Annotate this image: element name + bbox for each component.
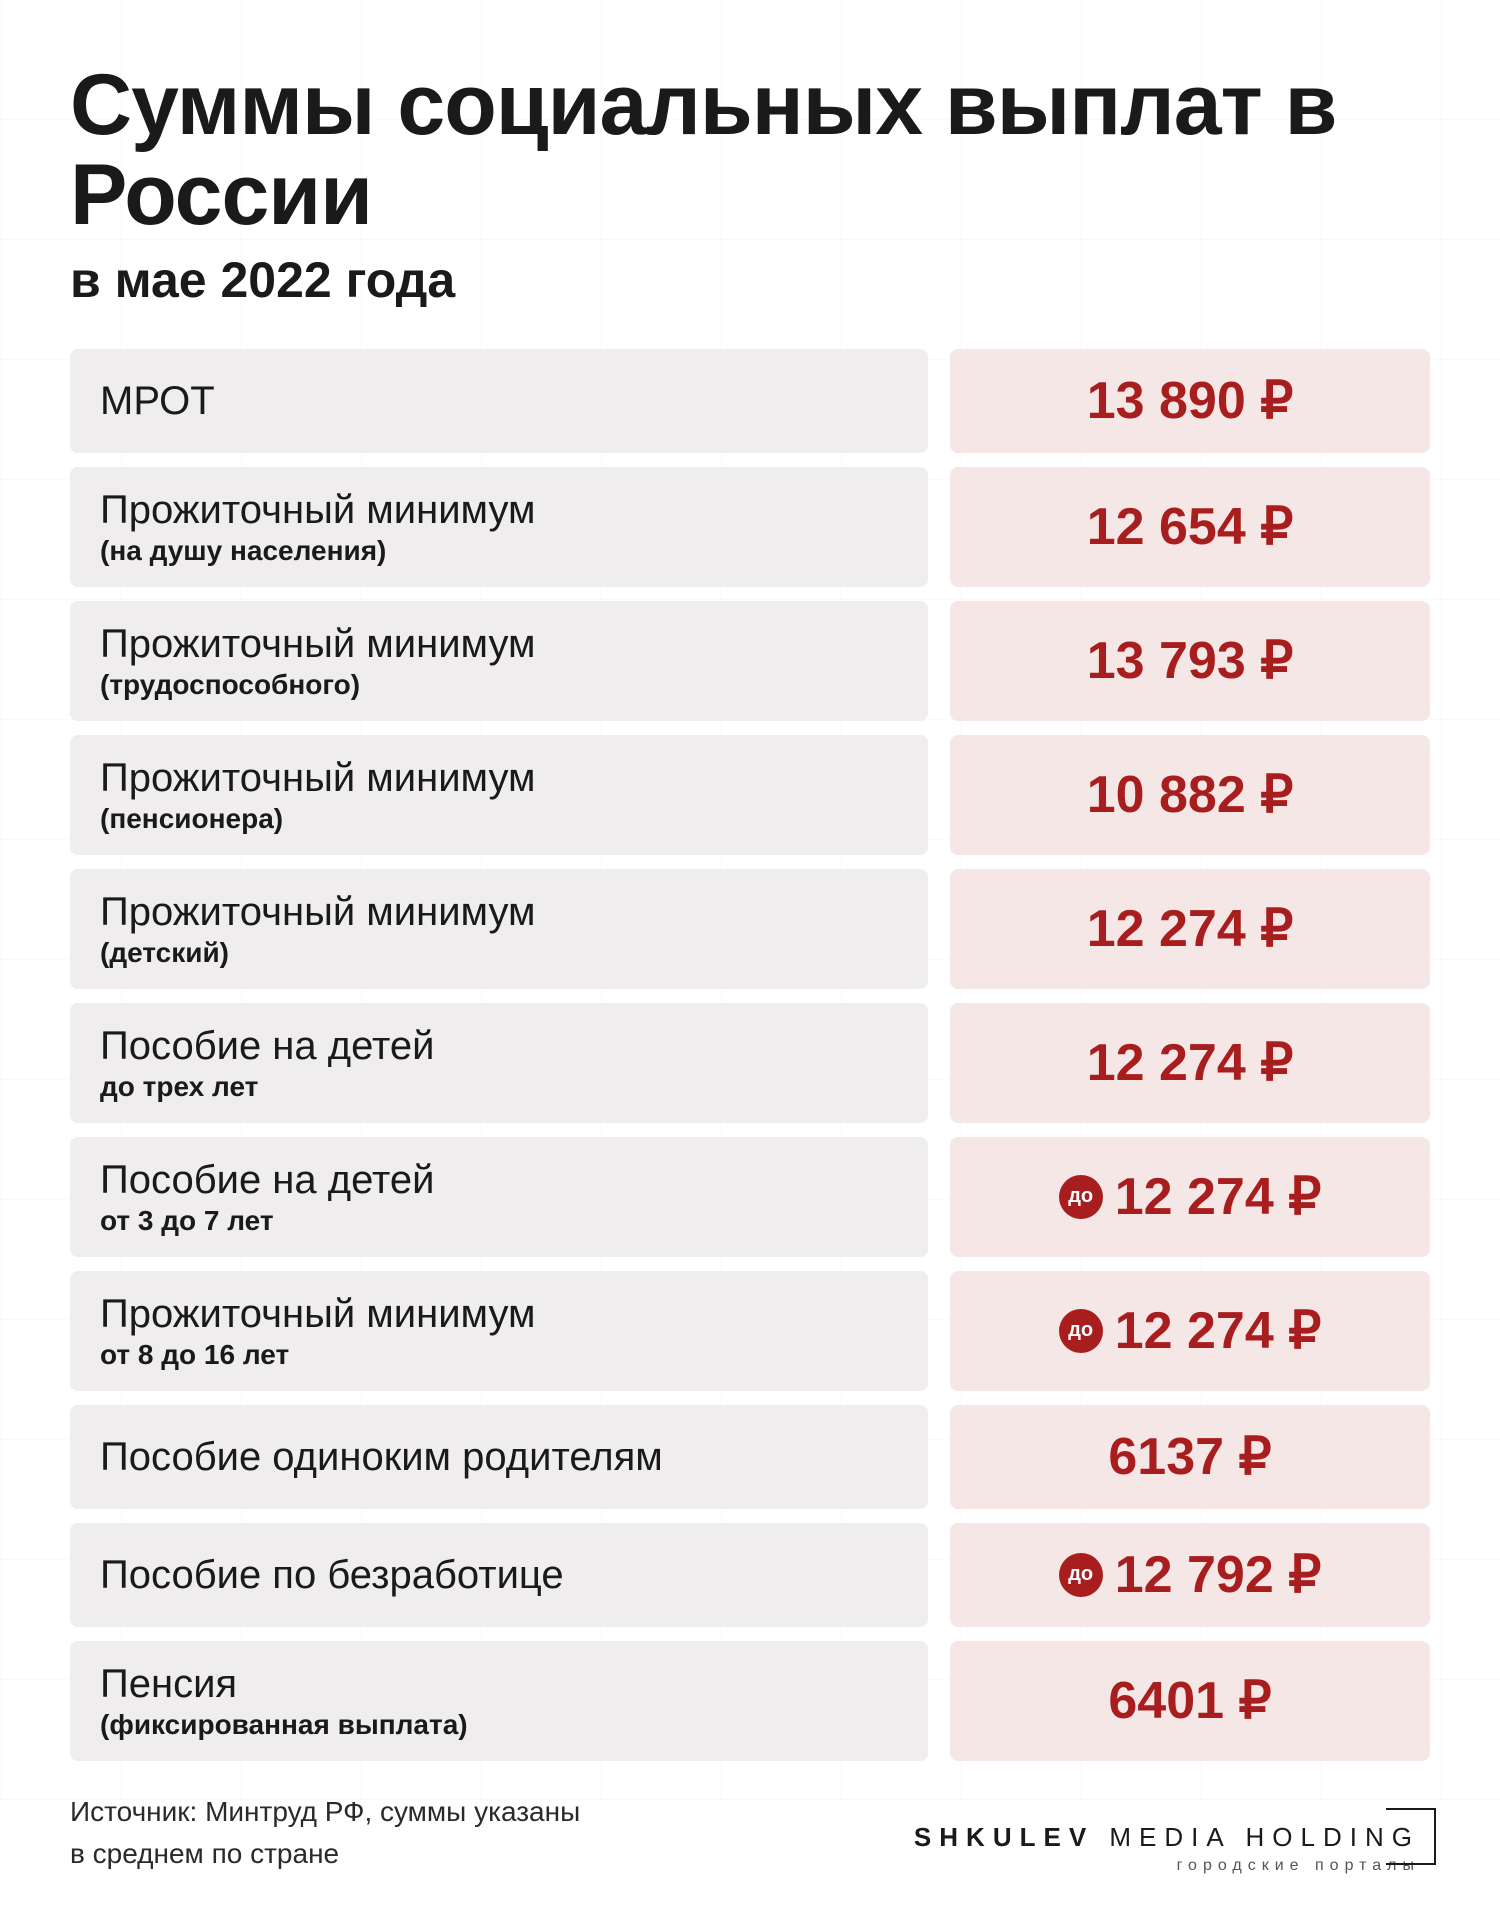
label-cell: Пособие по безработице xyxy=(70,1523,928,1627)
row-label: Пенсия xyxy=(100,1661,898,1707)
table-row: Прожиточный минимум(трудоспособного) 13 7… xyxy=(70,601,1430,721)
amount-text: 12 274 ₽ xyxy=(1115,1301,1322,1361)
value-cell: до 12 274 ₽ xyxy=(950,1137,1430,1257)
logo-tagline: городские порталы xyxy=(914,1857,1420,1875)
amount-text: 6401 ₽ xyxy=(1108,1671,1271,1731)
amount-text: 12 274 ₽ xyxy=(1115,1167,1322,1227)
row-label: Прожиточный минимум xyxy=(100,621,898,667)
infographic-container: Суммы социальных выплат в России в мае 2… xyxy=(0,0,1500,1915)
amount-text: 12 274 ₽ xyxy=(1087,1033,1294,1093)
up-to-badge: до xyxy=(1059,1553,1103,1597)
row-label: МРОТ xyxy=(100,378,898,424)
page-subtitle: в мае 2022 года xyxy=(70,251,1430,309)
row-value: 6401 ₽ xyxy=(1108,1671,1271,1731)
table-row: Пособие по безработице до 12 792 ₽ xyxy=(70,1523,1430,1627)
value-cell: 13 793 ₽ xyxy=(950,601,1430,721)
logo-brand-bold: SHKULEV xyxy=(914,1822,1094,1852)
label-cell: Прожиточный минимум(на душу населения) xyxy=(70,467,928,587)
up-to-badge: до xyxy=(1059,1309,1103,1353)
row-value: до 12 792 ₽ xyxy=(1059,1545,1322,1605)
label-cell: Прожиточный минимумот 8 до 16 лет xyxy=(70,1271,928,1391)
row-value: 12 274 ₽ xyxy=(1087,899,1294,959)
row-sublabel: (на душу населения) xyxy=(100,535,898,567)
value-cell: 10 882 ₽ xyxy=(950,735,1430,855)
label-cell: Прожиточный минимум(детский) xyxy=(70,869,928,989)
logo-frame-icon xyxy=(1386,1835,1436,1865)
logo-brand: SHKULEV MEDIA HOLDING xyxy=(914,1822,1420,1853)
label-cell: Пенсия(фиксированная выплата) xyxy=(70,1641,928,1761)
label-cell: Прожиточный минимум(пенсионера) xyxy=(70,735,928,855)
row-label: Прожиточный минимум xyxy=(100,755,898,801)
source-note: Источник: Минтруд РФ, суммы указаны в ср… xyxy=(70,1791,580,1875)
table-row: Прожиточный минимум(пенсионера) 10 882 ₽ xyxy=(70,735,1430,855)
table-row: Пособие одиноким родителям 6137 ₽ xyxy=(70,1405,1430,1509)
row-sublabel: до трех лет xyxy=(100,1071,898,1103)
row-sublabel: (трудоспособного) xyxy=(100,669,898,701)
table-row: Пособие на детейот 3 до 7 лет до 12 274 ₽ xyxy=(70,1137,1430,1257)
row-label: Пособие по безработице xyxy=(100,1552,898,1598)
amount-text: 12 654 ₽ xyxy=(1087,497,1294,557)
row-value: 13 793 ₽ xyxy=(1087,631,1294,691)
table-row: Пенсия(фиксированная выплата) 6401 ₽ xyxy=(70,1641,1430,1761)
value-cell: 13 890 ₽ xyxy=(950,349,1430,453)
value-cell: 12 274 ₽ xyxy=(950,1003,1430,1123)
row-value: до 12 274 ₽ xyxy=(1059,1301,1322,1361)
amount-text: 12 792 ₽ xyxy=(1115,1545,1322,1605)
row-value: 12 654 ₽ xyxy=(1087,497,1294,557)
up-to-badge: до xyxy=(1059,1175,1103,1219)
row-value: до 12 274 ₽ xyxy=(1059,1167,1322,1227)
table-row: Прожиточный минимум(детский) 12 274 ₽ xyxy=(70,869,1430,989)
amount-text: 13 890 ₽ xyxy=(1087,371,1294,431)
row-label: Прожиточный минимум xyxy=(100,889,898,935)
table-row: МРОТ 13 890 ₽ xyxy=(70,349,1430,453)
amount-text: 12 274 ₽ xyxy=(1087,899,1294,959)
label-cell: Прожиточный минимум(трудоспособного) xyxy=(70,601,928,721)
amount-text: 10 882 ₽ xyxy=(1087,765,1294,825)
row-label: Прожиточный минимум xyxy=(100,1291,898,1337)
row-sublabel: (детский) xyxy=(100,937,898,969)
footer: Источник: Минтруд РФ, суммы указаны в ср… xyxy=(70,1791,1430,1875)
row-label: Пособие одиноким родителям xyxy=(100,1434,898,1480)
row-sublabel: от 3 до 7 лет xyxy=(100,1205,898,1237)
row-value: 13 890 ₽ xyxy=(1087,371,1294,431)
table-row: Прожиточный минимумот 8 до 16 лет до 12 27… xyxy=(70,1271,1430,1391)
publisher-logo: SHKULEV MEDIA HOLDING городские порталы xyxy=(914,1822,1430,1875)
row-value: 12 274 ₽ xyxy=(1087,1033,1294,1093)
row-sublabel: (пенсионера) xyxy=(100,803,898,835)
value-cell: до 12 792 ₽ xyxy=(950,1523,1430,1627)
table-row: Пособие на детейдо трех лет 12 274 ₽ xyxy=(70,1003,1430,1123)
value-cell: до 12 274 ₽ xyxy=(950,1271,1430,1391)
row-value: 10 882 ₽ xyxy=(1087,765,1294,825)
page-title: Суммы социальных выплат в России xyxy=(70,60,1430,241)
amount-text: 6137 ₽ xyxy=(1108,1427,1271,1487)
amount-text: 13 793 ₽ xyxy=(1087,631,1294,691)
label-cell: Пособие на детейот 3 до 7 лет xyxy=(70,1137,928,1257)
logo-brand-light: MEDIA HOLDING xyxy=(1094,1822,1420,1852)
value-cell: 6137 ₽ xyxy=(950,1405,1430,1509)
label-cell: Пособие на детейдо трех лет xyxy=(70,1003,928,1123)
row-value: 6137 ₽ xyxy=(1108,1427,1271,1487)
label-cell: МРОТ xyxy=(70,349,928,453)
value-cell: 12 654 ₽ xyxy=(950,467,1430,587)
table-row: Прожиточный минимум(на душу населения) 12… xyxy=(70,467,1430,587)
label-cell: Пособие одиноким родителям xyxy=(70,1405,928,1509)
row-sublabel: от 8 до 16 лет xyxy=(100,1339,898,1371)
value-cell: 12 274 ₽ xyxy=(950,869,1430,989)
value-cell: 6401 ₽ xyxy=(950,1641,1430,1761)
data-rows: МРОТ13 890 ₽Прожиточный минимум(на душу … xyxy=(70,349,1430,1761)
row-label: Пособие на детей xyxy=(100,1157,898,1203)
row-label: Прожиточный минимум xyxy=(100,487,898,533)
row-sublabel: (фиксированная выплата) xyxy=(100,1709,898,1741)
source-line: Источник: Минтруд РФ, суммы указаны xyxy=(70,1791,580,1833)
row-label: Пособие на детей xyxy=(100,1023,898,1069)
source-line: в среднем по стране xyxy=(70,1833,580,1875)
